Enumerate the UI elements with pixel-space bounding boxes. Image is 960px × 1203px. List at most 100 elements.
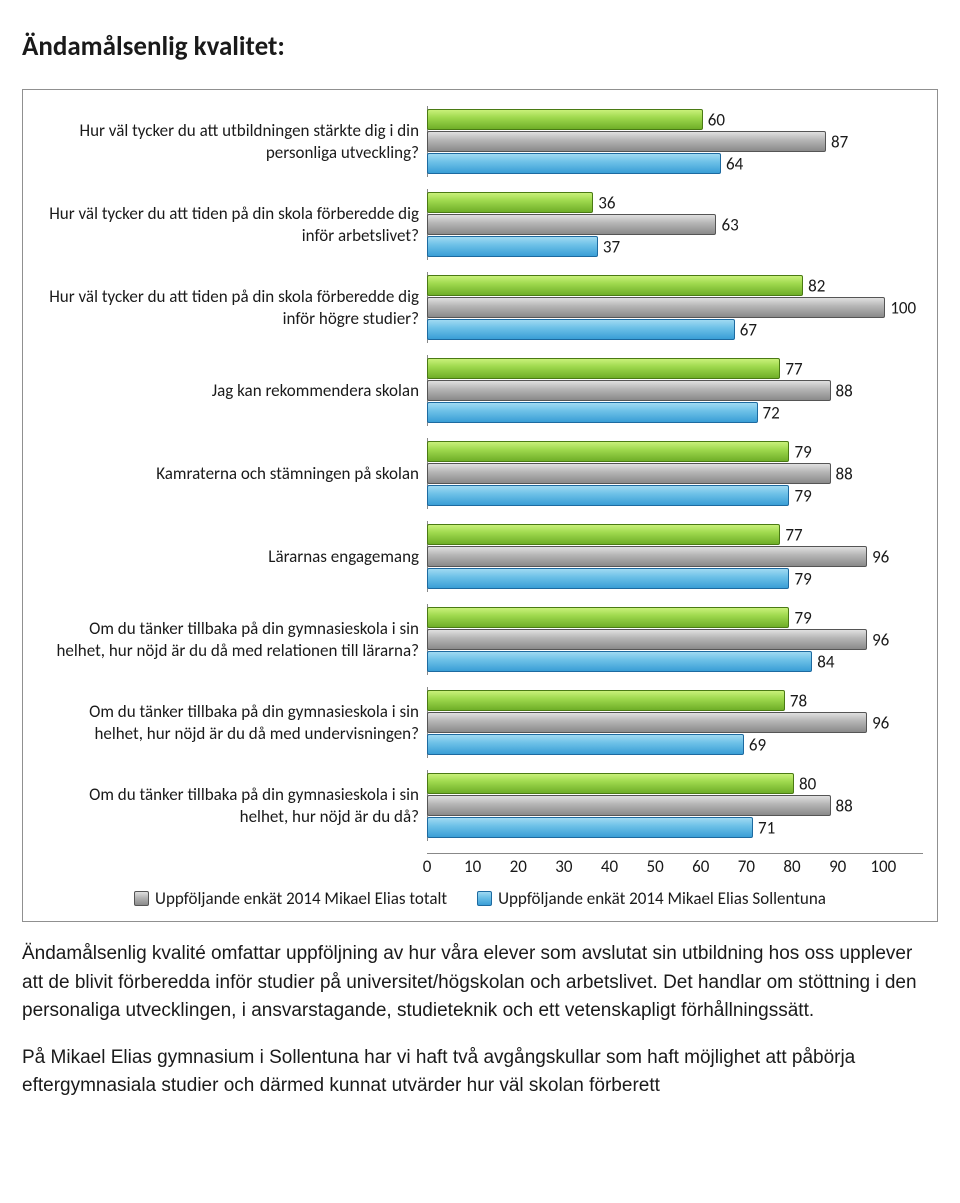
bar-grey: 88 bbox=[427, 795, 831, 816]
bar-value: 69 bbox=[749, 734, 766, 755]
bar-grey: 88 bbox=[427, 380, 831, 401]
bar-grey: 96 bbox=[427, 546, 867, 567]
bar-blue: 37 bbox=[427, 236, 598, 257]
category-label: Om du tänker tillbaka på din gymnasiesko… bbox=[37, 604, 427, 675]
bar-blue: 67 bbox=[427, 319, 735, 340]
x-tick: 90 bbox=[829, 856, 846, 877]
bar-blue: 79 bbox=[427, 485, 789, 506]
bar-green: 36 bbox=[427, 192, 593, 213]
category-label: Jag kan rekommendera skolan bbox=[37, 355, 427, 426]
bars-cell: 798879 bbox=[427, 438, 923, 509]
bar-value: 72 bbox=[763, 402, 780, 423]
chart-row: Hur väl tycker du att tiden på din skola… bbox=[37, 272, 923, 343]
bars-cell: 808871 bbox=[427, 770, 923, 841]
bar-green: 79 bbox=[427, 607, 789, 628]
bar-value: 87 bbox=[831, 131, 848, 152]
bar-value: 77 bbox=[785, 358, 802, 379]
bar-green: 77 bbox=[427, 358, 780, 379]
chart-row: Lärarnas engagemang779679 bbox=[37, 521, 923, 592]
bars-cell: 778872 bbox=[427, 355, 923, 426]
category-label: Kamraterna och stämningen på skolan bbox=[37, 438, 427, 509]
bar-value: 79 bbox=[794, 607, 811, 628]
bar-value: 82 bbox=[808, 275, 825, 296]
chart-frame: Hur väl tycker du att utbildningen stärk… bbox=[22, 89, 938, 922]
legend-label-sollentuna: Uppföljande enkät 2014 Mikael Elias Soll… bbox=[498, 888, 826, 909]
category-label: Hur väl tycker du att utbildningen stärk… bbox=[37, 106, 427, 177]
x-axis: 0 10 20 30 40 50 60 70 80 90 100 bbox=[37, 853, 923, 878]
bar-value: 88 bbox=[836, 795, 853, 816]
bar-value: 37 bbox=[603, 236, 620, 257]
bars-cell: 779679 bbox=[427, 521, 923, 592]
bar-value: 88 bbox=[836, 463, 853, 484]
bars-cell: 79 96 84 bbox=[427, 604, 923, 675]
category-label: Hur väl tycker du att tiden på din skola… bbox=[37, 272, 427, 343]
bar-grey: 87 bbox=[427, 131, 826, 152]
bar-grey: 88 bbox=[427, 463, 831, 484]
bar-green: 79 bbox=[427, 441, 789, 462]
bar-value: 96 bbox=[872, 629, 889, 650]
x-tick: 20 bbox=[510, 856, 527, 877]
bar-value: 79 bbox=[794, 568, 811, 589]
legend-label-totalt: Uppföljande enkät 2014 Mikael Elias tota… bbox=[155, 888, 447, 909]
bar-value: 67 bbox=[740, 319, 757, 340]
x-tick: 70 bbox=[738, 856, 755, 877]
bar-value: 63 bbox=[721, 214, 738, 235]
bar-green: 82 bbox=[427, 275, 803, 296]
bar-value: 60 bbox=[708, 109, 725, 130]
x-tick: 80 bbox=[783, 856, 800, 877]
bar-value: 77 bbox=[785, 524, 802, 545]
bar-value: 100 bbox=[890, 297, 916, 318]
bar-blue: 72 bbox=[427, 402, 758, 423]
bar-grey: 96 bbox=[427, 712, 867, 733]
bar-value: 96 bbox=[872, 546, 889, 567]
bar-blue: 84 bbox=[427, 651, 812, 672]
bar-grey: 63 bbox=[427, 214, 716, 235]
bar-value: 64 bbox=[726, 153, 743, 174]
category-label: Om du tänker tillbaka på din gymnasiesko… bbox=[37, 770, 427, 841]
bar-green: 80 bbox=[427, 773, 794, 794]
x-tick: 10 bbox=[464, 856, 481, 877]
bars-cell: 8210067 bbox=[427, 272, 923, 343]
bars-cell: 366337 bbox=[427, 189, 923, 260]
chart-row: Om du tänker tillbaka på din gymnasiesko… bbox=[37, 687, 923, 758]
x-tick: 0 bbox=[423, 856, 432, 877]
legend-item-sollentuna: Uppföljande enkät 2014 Mikael Elias Soll… bbox=[477, 888, 826, 909]
chart-row: Kamraterna och stämningen på skolan79887… bbox=[37, 438, 923, 509]
bar-value: 36 bbox=[598, 192, 615, 213]
legend-swatch-grey-icon bbox=[134, 891, 149, 906]
body-paragraph-2: På Mikael Elias gymnasium i Sollentuna h… bbox=[0, 1044, 960, 1101]
bars-cell: 608764 bbox=[427, 106, 923, 177]
x-tick: 40 bbox=[601, 856, 618, 877]
bars-cell: 789669 bbox=[427, 687, 923, 758]
bar-value: 78 bbox=[790, 690, 807, 711]
page-title: Ändamålsenlig kvalitet: bbox=[0, 18, 960, 71]
chart-row: Om du tänker tillbaka på din gymnasiesko… bbox=[37, 604, 923, 675]
chart-row: Hur väl tycker du att utbildningen stärk… bbox=[37, 106, 923, 177]
chart-legend: Uppföljande enkät 2014 Mikael Elias tota… bbox=[37, 888, 923, 909]
bar-green: 78 bbox=[427, 690, 785, 711]
bar-value: 80 bbox=[799, 773, 816, 794]
bar-value: 88 bbox=[836, 380, 853, 401]
chart-row: Hur väl tycker du att tiden på din skola… bbox=[37, 189, 923, 260]
body-paragraph-1: Ändamålsenlig kvalité omfattar uppföljni… bbox=[0, 940, 960, 1026]
bar-blue: 79 bbox=[427, 568, 789, 589]
x-tick: 50 bbox=[647, 856, 664, 877]
category-label: Hur väl tycker du att tiden på din skola… bbox=[37, 189, 427, 260]
bar-value: 79 bbox=[794, 485, 811, 506]
bar-blue: 69 bbox=[427, 734, 744, 755]
bar-value: 84 bbox=[817, 651, 834, 672]
x-tick: 30 bbox=[555, 856, 572, 877]
bar-green: 77 bbox=[427, 524, 780, 545]
legend-item-totalt: Uppföljande enkät 2014 Mikael Elias tota… bbox=[134, 888, 447, 909]
bar-grey: 100 bbox=[427, 297, 885, 318]
bar-green: 60 bbox=[427, 109, 703, 130]
bar-value: 96 bbox=[872, 712, 889, 733]
x-tick: 60 bbox=[692, 856, 709, 877]
category-label: Lärarnas engagemang bbox=[37, 521, 427, 592]
legend-swatch-blue-icon bbox=[477, 891, 492, 906]
x-tick: 100 bbox=[870, 856, 896, 877]
bar-value: 71 bbox=[758, 817, 775, 838]
category-label: Om du tänker tillbaka på din gymnasiesko… bbox=[37, 687, 427, 758]
chart-row: Jag kan rekommendera skolan778872 bbox=[37, 355, 923, 426]
bar-blue: 71 bbox=[427, 817, 753, 838]
